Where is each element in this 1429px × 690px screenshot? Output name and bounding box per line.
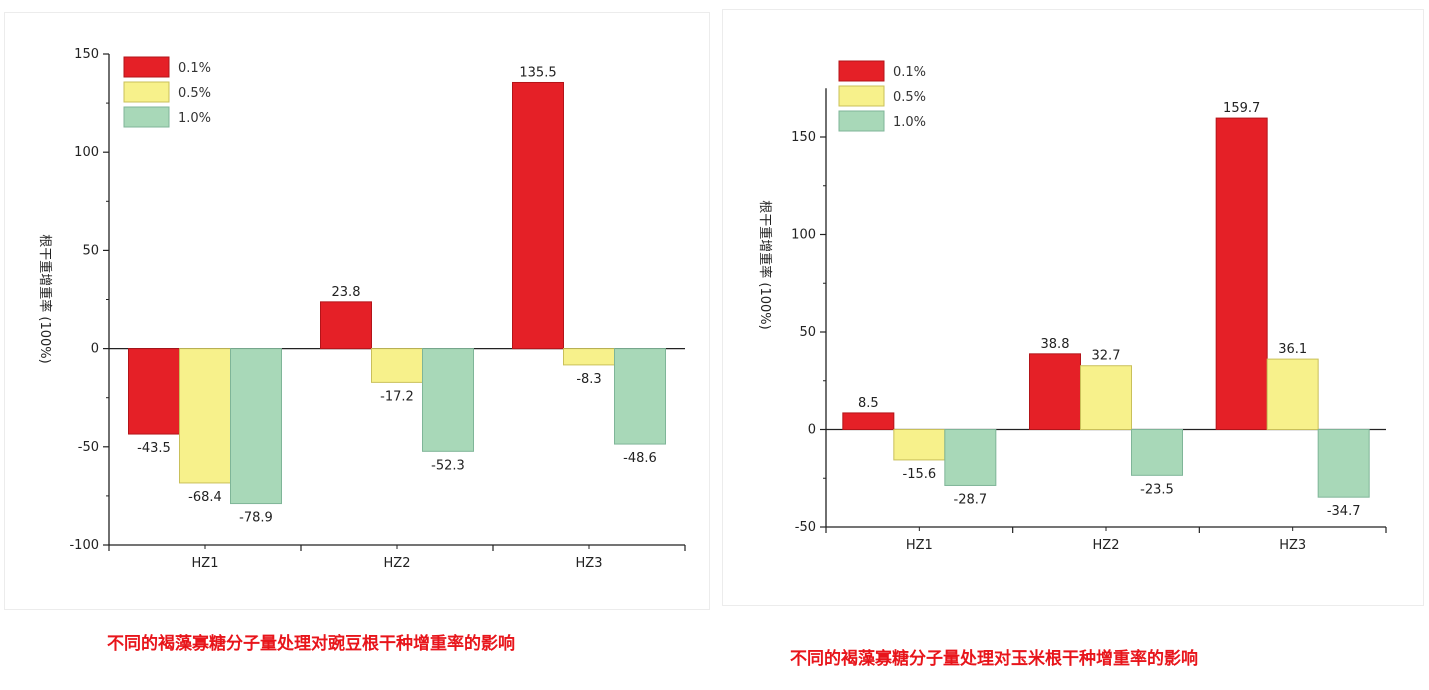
y-axis-label: 根干重增重率 (100%): [757, 200, 773, 329]
corn-chart-caption: 不同的褐藻寡糖分子量处理对玉米根干种增重率的影响: [790, 649, 1198, 669]
bar-value-label: -23.5: [1140, 482, 1174, 497]
legend-label: 0.5%: [178, 86, 211, 101]
legend-swatch: [123, 56, 170, 78]
bar-value-label: -8.3: [576, 372, 601, 387]
bar-value-label: -68.4: [188, 490, 222, 505]
x-tick-label: HZ3: [1279, 538, 1306, 553]
x-tick-label: HZ1: [906, 538, 933, 553]
bar: [179, 348, 231, 484]
bar: [128, 348, 180, 435]
x-tick-label: HZ2: [1093, 538, 1120, 553]
pea-chart-caption: 不同的褐藻寡糖分子量处理对豌豆根干种增重率的影响: [107, 634, 515, 654]
y-tick-label: -50: [795, 520, 816, 535]
bar-value-label: -34.7: [1327, 504, 1361, 519]
legend-label: 0.5%: [893, 90, 926, 105]
bar: [842, 412, 895, 430]
pea-chart: -100 -50 0 50 100 150 HZ1 HZ2 HZ3 -43.5 -68.4 -78.9…: [37, 47, 686, 571]
legend-swatch: [838, 85, 885, 107]
bar-value-label: 36.1: [1278, 342, 1307, 357]
bar: [893, 429, 946, 461]
bar: [614, 348, 666, 445]
legend-label: 0.1%: [178, 61, 211, 76]
bar-value-label: 38.8: [1041, 337, 1070, 352]
bar: [1317, 429, 1370, 498]
bar: [230, 348, 282, 505]
y-tick-label: 0: [808, 423, 816, 438]
x-tick-label: HZ2: [384, 556, 411, 571]
legend-label: 1.0%: [893, 115, 926, 130]
legend-swatch: [123, 81, 170, 103]
pea-chart-panel: -100 -50 0 50 100 150 HZ1 HZ2 HZ3 -43.5 -68.4 -78.9…: [4, 12, 710, 610]
x-tick-label: HZ1: [192, 556, 219, 571]
bar: [1266, 358, 1319, 431]
corn-chart-panel: -50 0 50 100 150 HZ1 HZ2 HZ3 8.5 -15.6 -28.7 38.8 32…: [722, 9, 1424, 606]
y-tick-label: -50: [78, 440, 99, 455]
bar-value-label: -15.6: [903, 467, 937, 482]
x-tick-label: HZ3: [576, 556, 603, 571]
bar-value-label: -28.7: [954, 492, 988, 507]
y-tick-label: 100: [791, 228, 816, 243]
bar: [371, 348, 423, 383]
bar-value-label: 159.7: [1223, 101, 1260, 116]
y-tick-label: 150: [74, 47, 99, 62]
bar-value-label: -52.3: [431, 458, 465, 473]
bar-value-label: -17.2: [380, 389, 414, 404]
bar: [512, 81, 564, 350]
bar-value-label: -48.6: [623, 451, 657, 466]
legend-label: 0.1%: [893, 65, 926, 80]
y-tick-label: 100: [74, 145, 99, 160]
y-tick-label: 0: [91, 342, 99, 357]
legend-swatch: [838, 60, 885, 82]
y-tick-label: 50: [82, 243, 99, 258]
bar-value-label: 32.7: [1092, 349, 1121, 364]
bar: [944, 429, 997, 486]
bar-value-label: 8.5: [858, 396, 879, 411]
bar-value-label: -78.9: [239, 511, 273, 526]
bar: [563, 348, 615, 366]
y-tick-label: -100: [69, 538, 99, 553]
bar: [1080, 365, 1132, 430]
bar: [320, 301, 372, 350]
y-tick-label: 150: [791, 130, 816, 145]
legend-label: 1.0%: [178, 111, 211, 126]
legend-swatch: [838, 110, 885, 132]
legend-swatch: [123, 106, 170, 128]
bar: [422, 348, 474, 452]
corn-chart: -50 0 50 100 150 HZ1 HZ2 HZ3 8.5 -15.6 -28.7 38.8 32…: [757, 60, 1387, 553]
bar: [1131, 429, 1183, 476]
bar-value-label: 135.5: [519, 65, 556, 80]
y-axis-label: 根干重增重率 (100%): [37, 234, 53, 363]
bar-value-label: 23.8: [332, 285, 361, 300]
bar: [1215, 117, 1268, 431]
y-tick-label: 50: [799, 325, 816, 340]
bar: [1029, 353, 1081, 430]
bar-value-label: -43.5: [137, 441, 171, 456]
